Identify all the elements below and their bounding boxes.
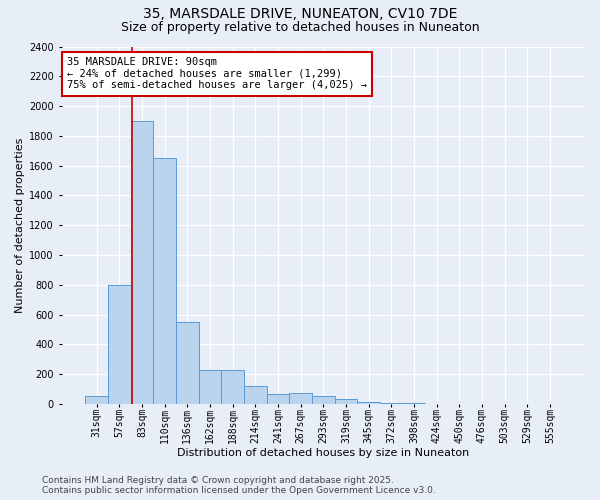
Bar — [289, 394, 312, 404]
Y-axis label: Number of detached properties: Number of detached properties — [15, 138, 25, 313]
Text: Size of property relative to detached houses in Nuneaton: Size of property relative to detached ho… — [121, 21, 479, 34]
Bar — [131, 121, 154, 404]
Bar — [312, 396, 335, 404]
Bar — [154, 158, 176, 404]
Bar — [221, 370, 244, 404]
Text: 35, MARSDALE DRIVE, NUNEATON, CV10 7DE: 35, MARSDALE DRIVE, NUNEATON, CV10 7DE — [143, 8, 457, 22]
Text: Contains HM Land Registry data © Crown copyright and database right 2025.
Contai: Contains HM Land Registry data © Crown c… — [42, 476, 436, 495]
Bar — [266, 394, 289, 404]
Bar — [108, 285, 131, 404]
Text: 35 MARSDALE DRIVE: 90sqm
← 24% of detached houses are smaller (1,299)
75% of sem: 35 MARSDALE DRIVE: 90sqm ← 24% of detach… — [67, 57, 367, 90]
Bar — [176, 322, 199, 404]
Bar — [335, 400, 357, 404]
X-axis label: Distribution of detached houses by size in Nuneaton: Distribution of detached houses by size … — [177, 448, 469, 458]
Bar — [380, 403, 403, 404]
Bar — [244, 386, 266, 404]
Bar — [357, 402, 380, 404]
Bar — [199, 370, 221, 404]
Bar — [85, 396, 108, 404]
